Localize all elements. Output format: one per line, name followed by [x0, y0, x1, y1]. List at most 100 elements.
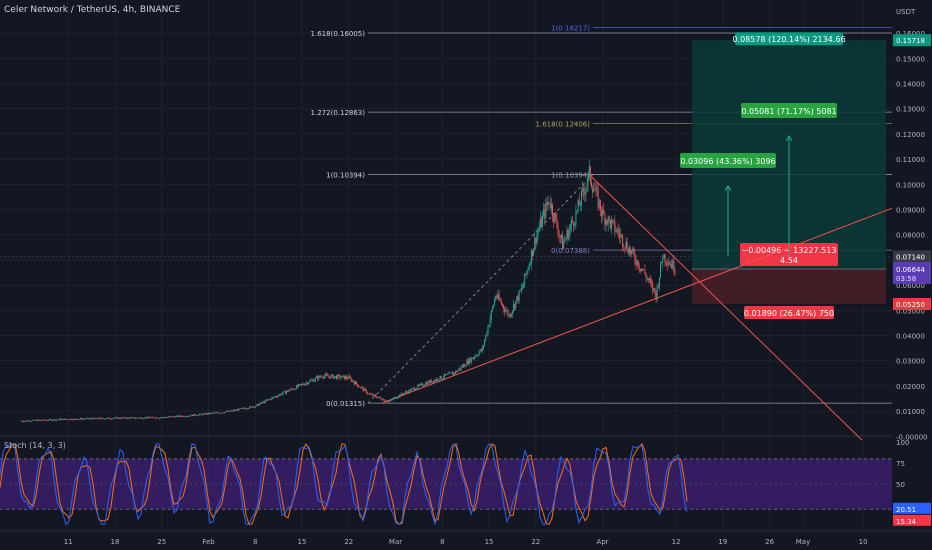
candle-body — [240, 408, 242, 410]
candle-body — [189, 415, 191, 417]
candle-body — [327, 374, 329, 377]
candle-body — [110, 418, 112, 420]
candle-body — [20, 420, 22, 422]
candle-body — [190, 415, 192, 417]
candle-body — [147, 416, 149, 418]
candle-body — [377, 397, 379, 399]
candle-body — [477, 355, 479, 357]
candle-body — [609, 219, 611, 229]
candle-body — [127, 417, 129, 419]
candle-body — [253, 406, 255, 408]
candle-body — [23, 421, 25, 423]
candle-body — [176, 415, 178, 417]
candle-body — [444, 374, 446, 378]
candle-body — [430, 380, 432, 383]
candle-body — [646, 278, 648, 280]
candle-body — [49, 419, 51, 420]
price-tick: 0.12000 — [896, 131, 925, 139]
trend-lines[interactable] — [382, 174, 893, 441]
time-tick: 26 — [765, 538, 774, 546]
candle-body — [535, 237, 537, 244]
candle-body — [192, 414, 194, 416]
candle-body — [364, 388, 366, 391]
candle-body — [534, 237, 536, 249]
candle-body — [586, 183, 588, 189]
candle-body — [97, 417, 99, 419]
candle-body — [223, 412, 225, 414]
candle-body — [26, 420, 28, 422]
candle-body — [602, 209, 604, 216]
candle-body — [363, 388, 365, 391]
candle-body — [594, 189, 596, 191]
candle-body — [140, 417, 142, 419]
candle-body — [452, 372, 454, 375]
candle-body — [64, 418, 66, 420]
candle-body — [516, 296, 518, 301]
candle-body — [381, 399, 383, 401]
target-label-2: 0.05081 (71.17%) 5081 — [741, 107, 836, 116]
candle-body — [315, 376, 317, 378]
price-tick: 0.03000 — [896, 358, 925, 366]
long-position-tool[interactable]: 0.08578 (120.14%) 2134.66 0.01890 (26.47%… — [680, 32, 886, 319]
candle-body — [428, 381, 430, 384]
candle-body — [386, 401, 388, 402]
candle-body — [74, 418, 76, 420]
candle-body — [321, 376, 323, 378]
candle-body — [79, 418, 81, 420]
candle-body — [392, 398, 394, 400]
candle-body — [385, 400, 387, 402]
candle-body — [366, 390, 368, 394]
candle-body — [56, 419, 58, 421]
time-axis[interactable]: 11 18 25 Feb 8 15 22 Mar 8 15 22 Apr 12 19 26 May 10 — [0, 530, 932, 550]
candle-body — [587, 172, 589, 184]
candle-body — [46, 420, 48, 421]
candle-body — [312, 379, 314, 382]
candle-body — [352, 380, 354, 382]
candle-body — [632, 248, 634, 252]
candle-body — [499, 299, 501, 301]
candle-body — [145, 417, 147, 419]
candle-body — [107, 417, 109, 419]
candle-body — [636, 260, 638, 265]
candle-body — [65, 418, 67, 420]
candle-body — [410, 388, 412, 392]
candle-body — [597, 189, 599, 208]
candle-body — [272, 397, 274, 398]
trendline-resistance — [588, 174, 863, 441]
time-tick: 10 — [859, 538, 868, 546]
candle-body — [545, 202, 547, 218]
candle-body — [514, 304, 516, 309]
candle-body — [299, 384, 301, 385]
candle-body — [476, 355, 478, 357]
candle-body — [582, 188, 584, 191]
candle-body — [181, 416, 183, 418]
candle-body — [588, 166, 590, 173]
candle-body — [91, 418, 93, 420]
symbol-title[interactable]: Celer Network / TetherUS, 4h, BINANCE — [4, 5, 181, 15]
candle-body — [481, 347, 483, 351]
candle-body — [415, 389, 417, 391]
stoch-indicator-label[interactable]: Stoch (14, 3, 3) — [4, 441, 66, 450]
candle-body — [565, 237, 567, 240]
candle-body — [468, 358, 470, 365]
stochastic-panel[interactable] — [0, 442, 892, 526]
candle-body — [44, 419, 46, 421]
candle-body — [542, 215, 543, 227]
candle-body — [495, 296, 497, 300]
candle-body — [323, 376, 325, 378]
candle-body — [471, 357, 473, 359]
candle-body — [663, 254, 665, 259]
candle-body — [114, 417, 116, 419]
candle-body — [543, 209, 545, 216]
candle-body — [665, 261, 667, 264]
candle-body — [205, 413, 207, 415]
candle-body — [155, 417, 157, 419]
candle-body — [41, 419, 42, 421]
candle-body — [30, 421, 32, 422]
candle-body — [396, 397, 398, 399]
candle-body — [203, 413, 205, 415]
price-axis[interactable]: USDT 0.16000 0.15000 0.14000 0.13000 0.12000 0… — [892, 0, 932, 550]
stoch-k-tag-bg — [893, 502, 931, 514]
candle-body — [120, 418, 122, 420]
